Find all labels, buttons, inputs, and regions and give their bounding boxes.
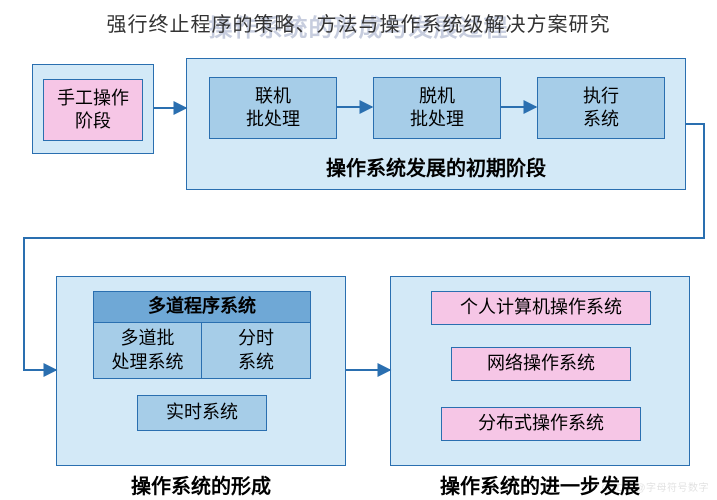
box-online-batch: 联机 批处理 [209, 77, 337, 139]
box-offline-batch: 脱机 批处理 [373, 77, 501, 139]
box-multiprogram-header: 多道程序系统 [93, 291, 311, 323]
panel-stage2: 多道程序系统 多道批 处理系统 分时 系统 实时系统 [56, 276, 346, 466]
box-exec-system: 执行 系统 [537, 77, 665, 139]
title-region: 操作系统的形成与发展过程 强行终止程序的策略、方法与操作系统级解决方案研究 [0, 8, 717, 37]
box-realtime: 实时系统 [137, 395, 267, 431]
caption-stage2: 操作系统的形成 [56, 470, 346, 499]
panel-stage1-left: 手工操作 阶段 [32, 64, 154, 154]
box-manual-stage: 手工操作 阶段 [43, 79, 143, 141]
box-distributed-os: 分布式操作系统 [441, 407, 641, 441]
watermark: CSDN @字母符号数字 [602, 479, 709, 494]
box-pc-os: 个人计算机操作系统 [431, 291, 651, 325]
panel-stage1-right: 联机 批处理 脱机 批处理 执行 系统 操作系统发展的初期阶段 [186, 58, 686, 190]
box-timeshare: 分时 系统 [202, 323, 311, 379]
panel-stage3: 个人计算机操作系统 网络操作系统 分布式操作系统 [390, 276, 690, 466]
box-multi-batch: 多道批 处理系统 [93, 323, 202, 379]
box-network-os: 网络操作系统 [451, 347, 631, 381]
caption-stage1: 操作系统发展的初期阶段 [187, 152, 685, 181]
title-front: 强行终止程序的策略、方法与操作系统级解决方案研究 [0, 8, 717, 37]
